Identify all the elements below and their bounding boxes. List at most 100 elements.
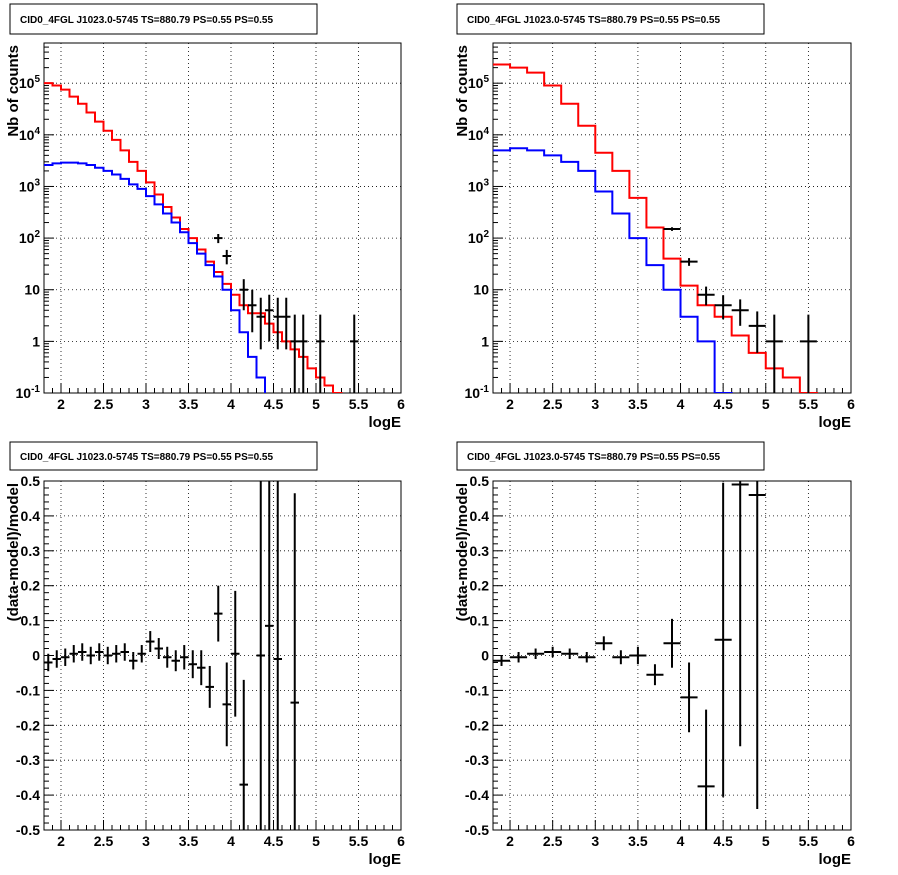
x-axis-label: logE	[819, 851, 852, 868]
y-tick-label: 0.5	[470, 473, 490, 489]
y-tick-label: 0.5	[21, 473, 41, 489]
x-axis-label: logE	[819, 414, 852, 431]
x-tick-label: 3.5	[628, 833, 648, 849]
chart-title: CID0_4FGL J1023.0-5745 TS=880.79 PS=0.55…	[467, 452, 720, 463]
x-tick-label: 3.5	[179, 833, 199, 849]
x-tick-label: 4.5	[264, 833, 284, 849]
x-tick-label: 5.5	[349, 833, 369, 849]
y-axis-label: (data-model)/model	[454, 483, 471, 621]
y-tick-label: 0.3	[470, 543, 490, 559]
x-tick-label: 2.5	[94, 833, 114, 849]
x-tick-label: 5.5	[349, 396, 369, 412]
y-tick-label: 104	[468, 126, 490, 143]
x-tick-label: 3	[142, 396, 150, 412]
y-tick-label: -0.4	[465, 787, 489, 803]
chart-title-box	[456, 441, 765, 471]
x-tick-label: 3	[591, 396, 599, 412]
x-tick-label: 6	[397, 833, 405, 849]
y-tick-label: 1	[481, 333, 489, 349]
series-group	[493, 481, 766, 830]
y-tick-label: 104	[19, 126, 41, 143]
y-tick-label: 102	[468, 229, 490, 246]
series-group	[44, 481, 299, 830]
x-tick-label: 2	[506, 396, 514, 412]
y-axis-label: (data-model)/model	[5, 483, 22, 621]
series-group	[44, 82, 359, 393]
x-tick-label: 2	[57, 833, 65, 849]
model-step-red	[44, 82, 343, 393]
model-step-red	[493, 63, 818, 393]
plot-frame	[43, 42, 402, 394]
chart-title: CID0_4FGL J1023.0-5745 TS=880.79 PS=0.55…	[467, 15, 720, 26]
x-tick-label: 4	[677, 833, 685, 849]
y-tick-label: 0.2	[470, 578, 490, 594]
y-tick-label: 0	[32, 648, 40, 664]
y-tick-label: -0.2	[465, 717, 489, 733]
y-tick-label: -0.1	[465, 682, 489, 698]
y-tick-label: 0.4	[470, 508, 490, 524]
x-tick-label: 5.5	[799, 833, 819, 849]
y-tick-label: 0.1	[21, 613, 41, 629]
y-tick-label: 1	[32, 333, 40, 349]
series-group	[493, 63, 818, 393]
x-tick-label: 3.5	[179, 396, 199, 412]
y-tick-label: 0.3	[21, 543, 41, 559]
y-tick-label: 105	[19, 74, 41, 91]
y-tick-label: 10	[473, 282, 489, 298]
x-tick-label: 4.5	[264, 396, 284, 412]
y-tick-label: 0	[481, 648, 489, 664]
x-axis-label: logE	[369, 851, 402, 868]
chart-title-box	[9, 3, 318, 35]
y-tick-label: 10	[24, 282, 40, 298]
model-step-blue	[493, 147, 733, 393]
x-tick-label: 2.5	[543, 833, 563, 849]
chart-panel: CID0_4FGL J1023.0-5745 TS=880.79 PS=0.55…	[5, 3, 405, 431]
x-tick-label: 4	[677, 396, 685, 412]
chart-title-box	[456, 3, 765, 35]
x-tick-label: 3	[142, 833, 150, 849]
chart-title: CID0_4FGL J1023.0-5745 TS=880.79 PS=0.55…	[20, 15, 273, 26]
y-tick-label: 103	[468, 177, 490, 194]
x-tick-label: 4.5	[713, 396, 733, 412]
x-tick-label: 6	[397, 396, 405, 412]
y-tick-label: -0.1	[16, 682, 40, 698]
x-tick-label: 5	[762, 396, 770, 412]
y-tick-label: -0.4	[16, 787, 40, 803]
model-step-blue	[44, 161, 266, 393]
y-tick-label: 103	[19, 177, 41, 194]
y-tick-label: -0.5	[465, 822, 489, 838]
chart-title-box	[9, 441, 318, 471]
y-tick-label: 0.1	[470, 613, 490, 629]
x-tick-label: 6	[847, 396, 855, 412]
x-tick-label: 6	[847, 833, 855, 849]
x-tick-label: 5	[312, 833, 320, 849]
plot-frame	[43, 480, 402, 831]
x-tick-label: 4.5	[713, 833, 733, 849]
y-tick-label: 10-1	[16, 384, 41, 401]
x-tick-label: 4	[227, 833, 235, 849]
x-tick-label: 5	[762, 833, 770, 849]
x-tick-label: 2	[506, 833, 514, 849]
x-axis-label: logE	[369, 414, 402, 431]
x-tick-label: 5	[312, 396, 320, 412]
y-tick-label: 102	[19, 229, 41, 246]
y-axis-label: Nb of counts	[454, 45, 471, 137]
x-tick-label: 5.5	[799, 396, 819, 412]
y-tick-label: -0.3	[16, 752, 40, 768]
x-tick-label: 3.5	[628, 396, 648, 412]
x-tick-label: 4	[227, 396, 235, 412]
y-tick-label: 0.4	[21, 508, 41, 524]
chart-panel: CID0_4FGL J1023.0-5745 TS=880.79 PS=0.55…	[5, 441, 405, 868]
chart-panel: CID0_4FGL J1023.0-5745 TS=880.79 PS=0.55…	[454, 3, 855, 431]
chart-panel: CID0_4FGL J1023.0-5745 TS=880.79 PS=0.55…	[454, 441, 855, 868]
y-tick-label: -0.3	[465, 752, 489, 768]
x-tick-label: 2	[57, 396, 65, 412]
chart-title: CID0_4FGL J1023.0-5745 TS=880.79 PS=0.55…	[20, 452, 273, 463]
x-tick-label: 2.5	[543, 396, 563, 412]
y-tick-label: 10-1	[465, 384, 490, 401]
y-tick-label: 0.2	[21, 578, 41, 594]
x-tick-label: 2.5	[94, 396, 114, 412]
y-axis-label: Nb of counts	[5, 45, 22, 137]
y-tick-label: -0.2	[16, 717, 40, 733]
